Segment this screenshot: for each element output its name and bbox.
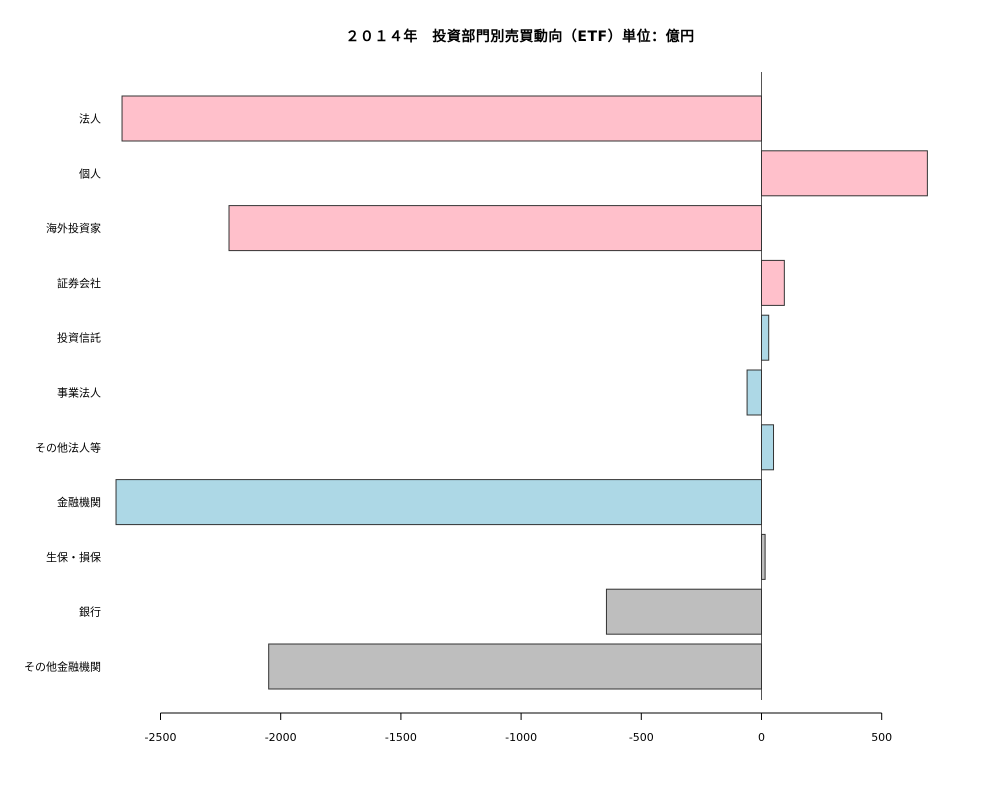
bar-3 [228, 205, 763, 252]
bar-5 [761, 314, 770, 361]
x-tick-label: -1000 [505, 731, 537, 744]
x-tick-label: -2500 [145, 731, 177, 744]
category-label: 海外投資家 [46, 221, 101, 235]
bar-9 [761, 533, 766, 580]
x-tick-label: -500 [629, 731, 654, 744]
category-label: 証券会社 [57, 276, 101, 290]
bar-4 [761, 259, 785, 306]
x-tick-label: -2000 [265, 731, 297, 744]
x-tick-label: -1500 [385, 731, 417, 744]
category-label: 金融機関 [57, 495, 101, 509]
category-label: 生保・損保 [46, 550, 101, 564]
category-label: 法人 [79, 112, 101, 126]
bar-2 [761, 150, 928, 197]
bar-1 [121, 95, 762, 142]
category-label: その他法人等 [35, 440, 101, 454]
x-tick-label: 500 [871, 731, 892, 744]
category-label: 事業法人 [57, 386, 101, 400]
category-label: 投資信託 [57, 331, 101, 345]
bar-6 [746, 369, 762, 416]
chart-title: ２０１４年 投資部門別売買動向（ETF）単位：億円 [345, 29, 695, 45]
category-label: 個人 [79, 167, 101, 180]
bar-10 [605, 588, 763, 635]
bar-8 [115, 479, 762, 526]
bar-7 [761, 424, 775, 471]
category-label: 銀行 [79, 605, 101, 619]
bar-11 [268, 643, 762, 690]
x-tick-label: 0 [758, 731, 765, 744]
category-label: その他金融機関 [24, 660, 101, 674]
